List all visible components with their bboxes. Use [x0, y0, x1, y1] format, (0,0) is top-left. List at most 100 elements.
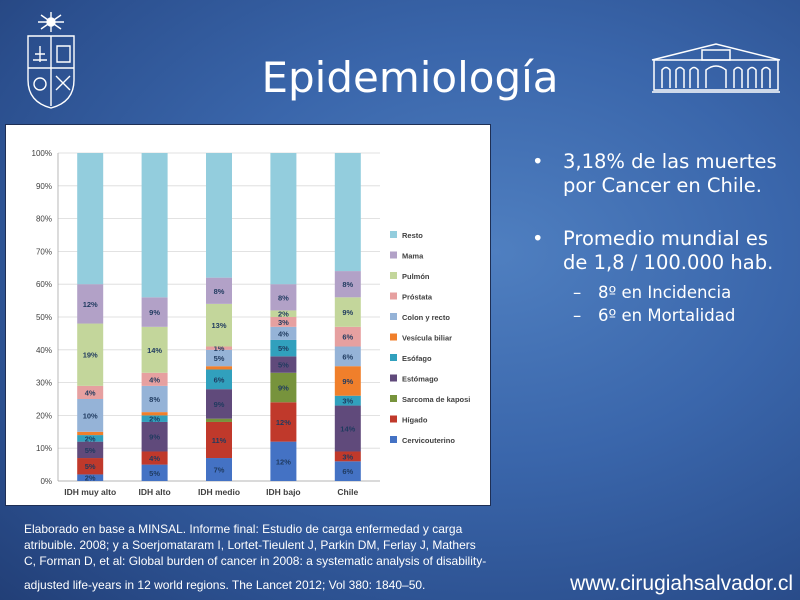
- chart-panel: 0% 10% 20% 30% 40% 50% 60% 70% 80% 90% 100% 2% 5% 5% 2…: [5, 124, 491, 506]
- bar-segment: [77, 435, 104, 442]
- legend-swatch: [390, 374, 397, 382]
- bar-segment: [206, 153, 232, 278]
- bar-segment: [206, 458, 232, 481]
- data-label: 7%: [214, 466, 225, 475]
- bar-segment: [206, 349, 232, 367]
- bar-segment: [270, 372, 297, 403]
- data-label: 9%: [342, 377, 353, 386]
- data-label: 4%: [149, 454, 160, 463]
- bar-segment: [270, 326, 297, 340]
- data-label: 12%: [276, 418, 291, 427]
- data-label: 9%: [149, 308, 160, 317]
- bullet-dot-icon: •: [532, 150, 544, 173]
- bar-segment: [206, 421, 232, 459]
- sub-bullet-item: – 8º en Incidencia: [530, 282, 790, 303]
- legend-swatch: [390, 354, 397, 361]
- bar-segment: [77, 474, 104, 481]
- data-label: 10%: [83, 411, 98, 420]
- data-label: 2%: [149, 415, 160, 424]
- website-url: www.cirugiahsalvador.cl: [570, 572, 793, 595]
- legend-swatch: [390, 292, 397, 300]
- legend-label: Esófago: [402, 354, 432, 363]
- bar-segment: [334, 153, 361, 272]
- data-label: 5%: [85, 446, 96, 455]
- bullet-list: • 3,18% de las muertes por Cancer en Chi…: [530, 150, 790, 350]
- bar-segment: [141, 153, 168, 298]
- bar-segment: [334, 346, 361, 367]
- bar-segment: [77, 284, 104, 324]
- data-label: 3%: [278, 318, 289, 327]
- data-label: 12%: [276, 457, 291, 466]
- legend-label: Colon y recto: [402, 313, 450, 322]
- legend-label: Sarcoma de kaposi: [402, 395, 470, 404]
- legend-label: Mama: [402, 252, 424, 261]
- bar-segment: [270, 153, 297, 285]
- y-tick-label: 20%: [36, 411, 52, 420]
- bar-segment: [77, 431, 104, 436]
- bar-segment: [206, 369, 232, 390]
- bar-segment: [270, 310, 297, 317]
- bar-segment: [141, 326, 168, 373]
- bar-segment: [77, 153, 104, 285]
- slide-title: Epidemiología: [261, 53, 559, 102]
- bar-segment: [206, 366, 232, 370]
- bar-segment: [141, 385, 168, 413]
- footnote-line: atribuible. 2008; y a Soerjomataram I, L…: [24, 538, 476, 552]
- legend-label: Hígado: [402, 416, 428, 425]
- bar-segment: [270, 441, 297, 481]
- bar-segment: [77, 441, 104, 459]
- data-label: 5%: [149, 469, 160, 478]
- bar-segment: [270, 339, 297, 357]
- university-seal-logo: [27, 12, 75, 109]
- dash-icon: –: [573, 283, 582, 302]
- bar-segment: [334, 461, 361, 481]
- legend-swatch: [390, 436, 397, 443]
- legend-label: Resto: [402, 231, 423, 240]
- legend-swatch: [390, 272, 397, 279]
- bar-segment: [334, 395, 361, 406]
- bar-segment: [77, 323, 104, 386]
- y-tick-label: 0%: [40, 477, 52, 486]
- data-label: 19%: [83, 351, 98, 360]
- y-tick-label: 30%: [36, 379, 52, 388]
- bullet-item: • 3,18% de las muertes por Cancer en Chi…: [530, 150, 790, 197]
- data-label: 4%: [149, 375, 160, 384]
- x-tick-label: IDH bajo: [266, 487, 300, 497]
- footnote-line: C, Forman D, et al: Global burden of can…: [24, 554, 487, 568]
- data-label: 5%: [85, 462, 96, 471]
- data-label: 8%: [214, 287, 225, 296]
- y-tick-label: 50%: [36, 313, 52, 322]
- y-tick-label: 80%: [36, 215, 52, 224]
- bar-segment: [270, 356, 297, 373]
- data-label: 8%: [342, 280, 353, 289]
- legend-label: Cervicouterino: [402, 436, 455, 445]
- bar-segment: [141, 464, 168, 481]
- bar-segment: [141, 415, 168, 422]
- bar-segment: [334, 405, 361, 452]
- y-tick-label: 10%: [36, 444, 52, 453]
- y-tick-label: 90%: [36, 182, 52, 191]
- bar-segment: [206, 303, 232, 347]
- bar-segment: [206, 418, 232, 422]
- y-tick-label: 40%: [36, 346, 52, 355]
- data-label: 8%: [278, 293, 289, 302]
- bar-segment: [270, 284, 297, 311]
- dash-icon: –: [573, 306, 582, 325]
- bar-segment: [77, 385, 104, 399]
- bar-segment: [141, 297, 168, 327]
- footnote-line: Elaborado en base a MINSAL. Informe fina…: [24, 522, 463, 536]
- y-tick-label: 100%: [32, 149, 52, 158]
- sub-bullet-item: – 6º en Mortalidad: [530, 305, 790, 326]
- data-label: 4%: [278, 329, 289, 338]
- stacked-bar-chart: 0% 10% 20% 30% 40% 50% 60% 70% 80% 90% 100% 2% 5% 5% 2…: [32, 149, 471, 497]
- data-label: 2%: [85, 474, 96, 483]
- x-tick-label: Chile: [337, 487, 358, 497]
- x-tick-label: IDH medio: [198, 487, 240, 497]
- data-label: 8%: [149, 395, 160, 404]
- bar-segment: [334, 451, 361, 462]
- bar-segment: [334, 366, 361, 396]
- data-label: 14%: [147, 346, 162, 355]
- legend-label: Próstata: [402, 293, 433, 302]
- source-footnote: Elaborado en base a MINSAL. Informe fina…: [24, 521, 544, 593]
- bar-segment: [141, 451, 168, 465]
